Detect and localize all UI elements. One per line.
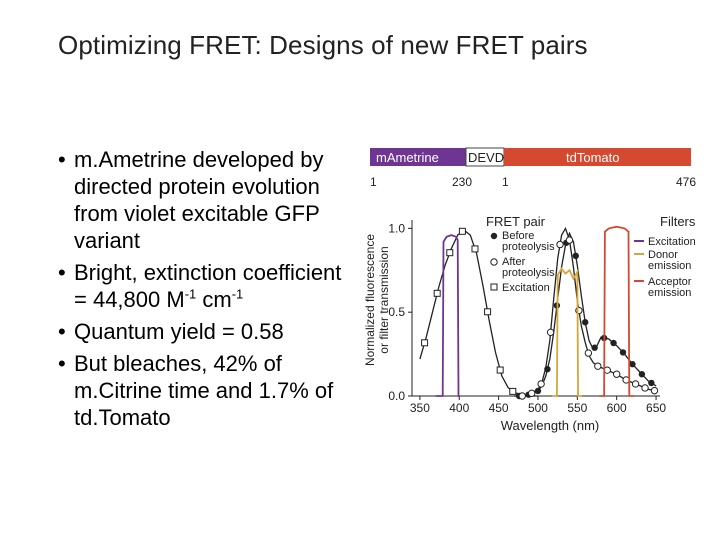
residue-start-label: 1 [502,175,509,189]
series-line-before-proteolysis [514,231,657,397]
data-point [458,227,466,235]
data-point [496,366,504,374]
superscript: -1 [231,286,244,302]
x-tick-label: 650 [646,401,666,415]
data-point [433,289,441,297]
filter-legend-donor-line2: emission [648,260,691,272]
legend-marker-filled-circle [490,232,498,240]
series-group [419,225,659,400]
x-tick-label: 550 [567,401,587,415]
data-point [421,339,429,347]
data-point [471,245,479,253]
bullet-dot: • [58,351,66,376]
data-point [584,349,593,357]
x-tick-label: 500 [528,401,548,415]
series-line-filter-acceptor-emission [599,225,634,397]
data-point [594,362,602,370]
bullet-text-part: cm [196,287,232,312]
x-tick-label: 450 [489,401,509,415]
data-point [572,252,579,260]
data-point [650,386,659,395]
bullet-item: • Bright, extinction coefficient = 44,80… [58,259,358,313]
filter-legend-donor-line1: Donor [648,249,678,261]
y-axis-label-line1: Normalized fluorescence [363,234,377,366]
filters-legend: Filters Excitation Donor emission Accept… [634,214,696,299]
legend-marker-open-circle [490,258,498,266]
bullet-dot: • [58,147,66,172]
bullet-item: • Quantum yield = 0.58 [58,318,358,345]
fret-figure: mAmetrine DEVD tdTomato 1 230 1 476 Norm… [360,140,716,440]
bullet-text: Quantum yield = 0.58 [74,319,284,344]
x-axis-label: Wavelength (nm) [501,418,600,433]
bullet-text: Bright, extinction coefficient = 44,800 … [74,259,358,313]
legend-title: FRET pair [486,214,546,229]
data-point [591,344,598,351]
legend-marker-open-square [490,283,498,291]
data-point [612,370,621,378]
y-tick-label: 0.0 [388,389,405,403]
data-point [484,308,492,316]
fret-legend: FRET pair Before proteolysis After prote… [486,214,555,294]
legend-before-line1: Before [502,230,534,242]
segment-label: mAmetrine [376,150,439,165]
residue-end-label: 476 [676,175,696,189]
filters-title: Filters [660,214,696,229]
bullet-text: But bleaches, 42% of m.Citrine time and … [74,351,334,430]
segment-tdtomato [504,148,691,166]
x-tick-label: 600 [607,401,627,415]
y-tick-label: 0.5 [388,305,405,319]
bullet-dot: • [58,319,66,344]
bullet-item: • But bleaches, 42% of m.Citrine time an… [58,350,358,431]
data-point [629,360,636,368]
data-point [638,371,646,378]
data-point [582,319,589,326]
data-point [631,380,640,388]
filter-legend-acceptor-line2: emission [648,287,691,299]
residue-end-label: 230 [452,175,472,189]
bullet-text: m.Ametrine developed by directed protein… [74,147,324,253]
x-tick-label: 350 [410,401,430,415]
data-point [648,379,655,387]
y-tick-label: 1.0 [388,221,405,235]
data-point [518,392,526,400]
segment-label: DEVD [468,150,504,165]
residue-start-label: 1 [370,175,377,189]
data-point [534,387,542,395]
bullet-text-part: Bright, extinction coefficient = 44,800 … [74,260,342,312]
superscript: -1 [184,286,197,302]
slide-title: Optimizing FRET: Designs of new FRET pai… [58,30,588,60]
data-point [610,339,617,347]
data-point [446,249,454,257]
series-line-filter-excitation [435,234,460,397]
ticks: 350 400 450 500 550 600 650 0.0 0.5 1.0 [388,221,666,415]
legend-before-line2: proteolysis [502,241,555,253]
legend-excitation: Excitation [502,282,550,294]
series-line-excitation [419,229,538,397]
x-tick-label: 400 [449,401,469,415]
data-point [641,384,649,392]
filter-legend-acceptor-line1: Acceptor [648,276,692,288]
data-point [546,328,555,337]
fret-spectra-chart: mAmetrine DEVD tdTomato 1 230 1 476 Norm… [363,147,696,433]
construct-diagram: mAmetrine DEVD tdTomato 1 230 1 476 [370,147,696,189]
bullet-list: • m.Ametrine developed by directed prote… [58,146,358,436]
data-point [527,389,536,398]
series-line-filter-donor-emission [552,266,583,397]
legend-after-line1: After [502,256,526,268]
data-point [619,349,627,356]
segment-label: tdTomato [566,150,619,165]
bullet-item: • m.Ametrine developed by directed prote… [58,146,358,254]
segment-mametrine [370,148,466,166]
data-point [509,387,517,395]
data-point [537,380,545,388]
y-axis-label-line2: or filter transmission [377,246,391,353]
legend-after-line2: proteolysis [502,267,555,279]
data-point [556,240,564,249]
data-point [565,236,574,244]
bullet-dot: • [58,260,66,285]
filter-legend-excitation: Excitation [648,236,696,248]
